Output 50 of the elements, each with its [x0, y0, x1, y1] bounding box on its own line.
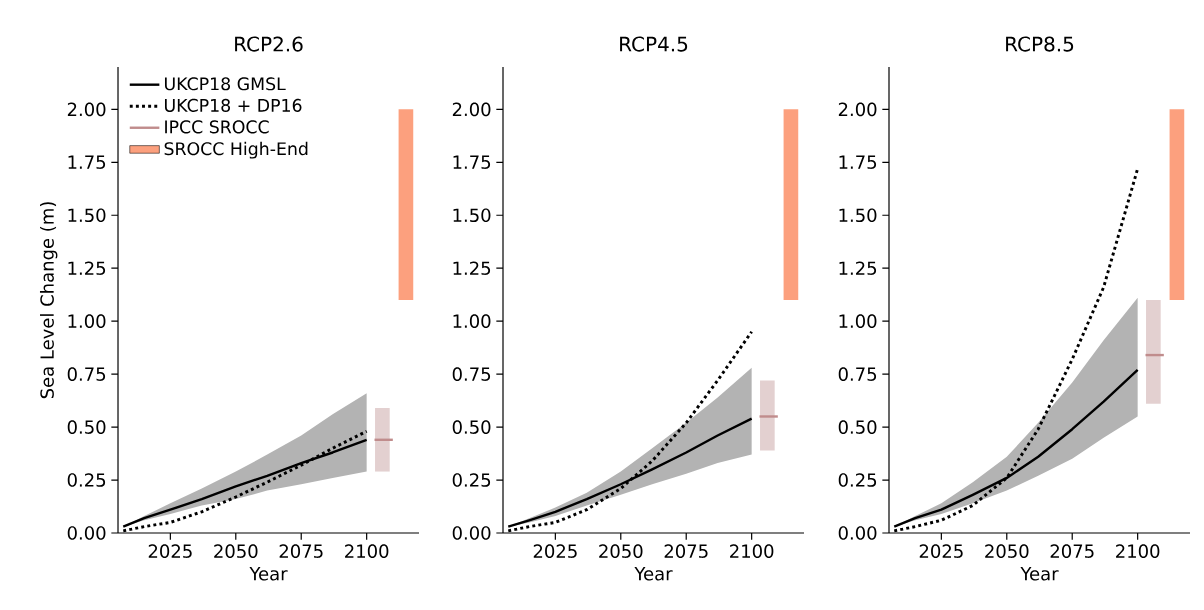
x-tick-label: 2050 — [985, 544, 1029, 558]
y-tick-label: 0.50 — [838, 420, 877, 434]
x-tick-label: 2075 — [279, 544, 323, 558]
x-axis-title: Year — [1020, 567, 1059, 581]
x-tick-label: 2100 — [345, 544, 389, 558]
y-tick-label: 0.00 — [452, 526, 491, 540]
y-tick-label: 1.25 — [453, 261, 491, 276]
y-tick-label: 1.75 — [453, 155, 491, 169]
x-axis-title: Year — [249, 567, 288, 581]
y-tick-label: 1.50 — [839, 208, 877, 223]
x-tick-label: 2100 — [730, 544, 774, 558]
y-tick-label: 2.00 — [67, 102, 106, 117]
y-tick-label: 2.00 — [452, 102, 491, 117]
y-tick-label: 1.00 — [453, 314, 491, 328]
legend-label: UKCP18 + DP16 — [164, 98, 302, 112]
x-tick-label: 2025 — [919, 544, 963, 558]
x-tick-label: 2075 — [664, 544, 708, 558]
y-tick-label: 0.25 — [452, 473, 491, 487]
x-tick-label: 2075 — [1050, 544, 1094, 558]
y-tick-label: 2.00 — [838, 102, 877, 117]
chart-title: RCP2.6 — [235, 36, 303, 52]
y-tick-label: 0.75 — [838, 367, 877, 381]
y-tick-label: 1.00 — [68, 314, 106, 328]
y-tick-label: 0.25 — [838, 473, 877, 487]
x-tick-label: 2050 — [599, 544, 643, 558]
chart-title: RCP4.5 — [620, 36, 688, 52]
y-tick-label: 0.75 — [67, 367, 106, 381]
x-tick-label: 2025 — [148, 544, 192, 558]
chart-title: RCP8.5 — [1006, 36, 1074, 52]
x-tick-label: 2025 — [533, 544, 577, 558]
y-tick-label: 0.50 — [452, 420, 491, 434]
y-tick-label: 1.75 — [839, 155, 877, 169]
y-tick-label: 1.50 — [68, 208, 106, 223]
x-tick-label: 2050 — [214, 544, 258, 558]
y-tick-label: 0.00 — [67, 526, 106, 540]
x-tick-label: 2100 — [1116, 544, 1160, 558]
x-axis-title: Year — [634, 567, 673, 581]
legend-label: UKCP18 GMSL — [164, 77, 286, 91]
y-tick-label: 1.75 — [68, 155, 106, 169]
legend-label: IPCC SROCC — [165, 120, 269, 134]
legend-label: SROCC High-End — [164, 141, 308, 159]
y-tick-label: 1.25 — [839, 261, 877, 276]
y-tick-label: 0.25 — [67, 473, 106, 487]
y-tick-label: 1.00 — [839, 314, 877, 328]
y-tick-label: 0.00 — [838, 526, 877, 540]
y-tick-label: 0.50 — [67, 420, 106, 434]
y-tick-label: 1.25 — [68, 261, 106, 276]
y-axis-title: Sea Level Change (m) — [39, 202, 58, 399]
y-tick-label: 1.50 — [453, 208, 491, 223]
y-tick-label: 0.75 — [452, 367, 491, 381]
